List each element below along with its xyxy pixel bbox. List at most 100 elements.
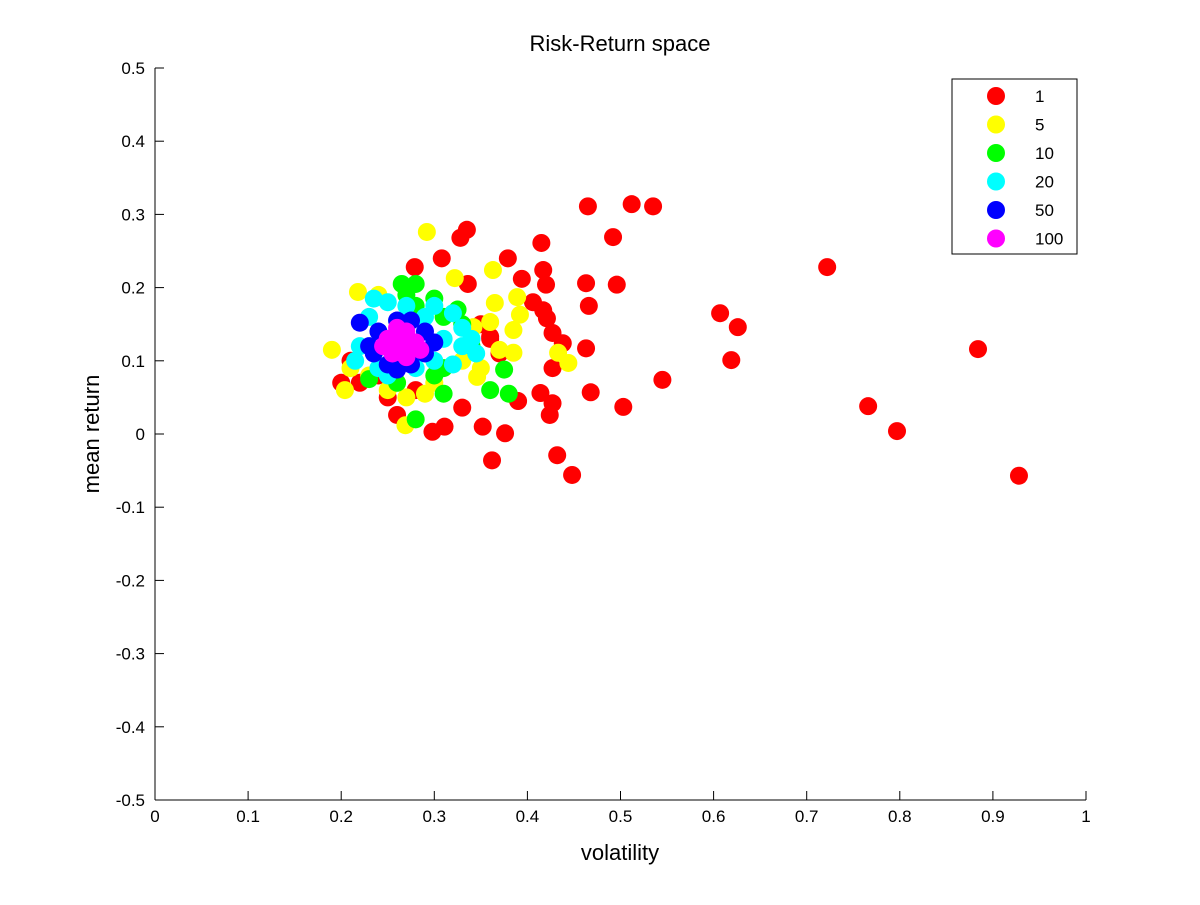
data-point-series-50 [388, 360, 407, 379]
data-point-series-1 [722, 351, 741, 370]
data-point-series-5 [483, 261, 502, 280]
data-point-series-1 [498, 249, 517, 268]
x-tick-label: 0.8 [888, 807, 912, 826]
data-point-series-1 [563, 465, 582, 484]
data-point-series-20 [443, 304, 462, 323]
data-point-series-1 [1009, 466, 1028, 485]
data-point-series-1 [614, 397, 633, 416]
y-tick-label: 0.4 [121, 132, 145, 151]
y-tick-label: -0.1 [116, 498, 145, 517]
data-point-series-10 [495, 360, 514, 379]
data-point-series-20 [364, 289, 383, 308]
data-point-series-5 [481, 313, 500, 332]
legend-label: 5 [1035, 116, 1044, 135]
data-point-series-5 [322, 340, 341, 359]
y-tick-label: 0.1 [121, 352, 145, 371]
y-tick-label: -0.3 [116, 645, 145, 664]
x-tick-label: 0.3 [422, 807, 446, 826]
data-point-series-1 [453, 398, 472, 417]
y-tick-label: -0.5 [116, 791, 145, 810]
data-points [322, 195, 1028, 485]
data-point-series-1 [604, 228, 623, 247]
data-point-series-1 [622, 195, 641, 214]
axes: 0 0.1 0.2 0.3 0.4 0.5 0.6 0.7 0.8 0.9 1 0.5 0.4 0.3 0.… [116, 59, 1091, 826]
legend-label: 10 [1035, 144, 1054, 163]
legend-marker-1 [987, 87, 1005, 105]
data-point-series-5 [445, 269, 464, 288]
y-tick-label: 0 [136, 425, 145, 444]
data-point-series-5 [559, 353, 578, 372]
data-point-series-50 [360, 337, 379, 356]
legend-label: 50 [1035, 201, 1054, 220]
legend-box [951, 78, 1078, 255]
data-point-series-20 [378, 293, 397, 312]
data-point-series-20 [467, 344, 486, 363]
legend-label: 1 [1035, 87, 1044, 106]
data-point-series-1 [483, 451, 502, 470]
data-point-series-1 [577, 274, 596, 293]
x-tick-label: 0.6 [702, 807, 726, 826]
data-point-series-1 [653, 370, 672, 389]
data-point-series-5 [471, 359, 490, 378]
y-tick-label: 0.5 [121, 59, 145, 78]
data-point-series-1 [432, 249, 451, 268]
data-point-series-100 [397, 348, 416, 367]
y-tick-label: -0.4 [116, 718, 145, 737]
data-point-series-1 [435, 417, 454, 436]
data-point-series-20 [443, 355, 462, 374]
legend: 1 5 10 20 50 100 [951, 78, 1078, 255]
data-point-series-1 [451, 228, 470, 247]
data-point-series-1 [728, 318, 747, 337]
x-tick-label: 0.7 [795, 807, 819, 826]
legend-marker-5 [987, 115, 1005, 134]
x-tick-label: 0.2 [329, 807, 353, 826]
x-tick-label: 0 [150, 807, 159, 826]
data-point-series-1 [473, 417, 492, 436]
data-point-series-1 [405, 258, 424, 277]
y-tick-label: 0.2 [121, 279, 145, 298]
data-point-series-1 [818, 258, 837, 277]
x-tick-label: 0.5 [609, 807, 633, 826]
x-tick-label: 0.4 [516, 807, 540, 826]
data-point-series-5 [510, 305, 529, 324]
data-point-series-1 [543, 359, 562, 378]
legend-label: 100 [1035, 230, 1063, 249]
data-point-series-1 [532, 233, 551, 252]
data-point-series-1 [577, 339, 596, 358]
data-point-series-1 [540, 405, 559, 424]
data-point-series-1 [711, 304, 730, 323]
legend-marker-50 [987, 201, 1005, 219]
x-tick-label: 0.1 [236, 807, 260, 826]
y-axis-label: mean return [79, 375, 104, 494]
data-point-series-50 [425, 333, 444, 352]
data-point-series-1 [578, 197, 597, 216]
data-point-series-1 [512, 269, 531, 288]
data-point-series-100 [411, 340, 430, 359]
data-point-series-1 [579, 296, 598, 315]
data-point-series-5 [504, 343, 523, 362]
legend-marker-20 [987, 172, 1005, 191]
chart-title: Risk-Return space [530, 31, 711, 56]
data-point-series-1 [531, 384, 550, 403]
data-point-series-5 [504, 321, 523, 340]
x-tick-label: 1 [1081, 807, 1090, 826]
data-point-series-5 [397, 388, 416, 407]
y-tick-label: -0.2 [116, 571, 145, 590]
data-point-series-5 [490, 340, 509, 359]
data-point-series-1 [534, 261, 553, 280]
data-point-series-5 [508, 288, 527, 307]
data-point-series-1 [537, 275, 556, 294]
data-point-series-10 [434, 384, 453, 403]
data-point-series-10 [499, 384, 518, 403]
data-point-series-100 [374, 337, 393, 356]
data-point-series-20 [346, 351, 365, 370]
data-point-series-1 [969, 340, 988, 359]
data-point-series-1 [644, 197, 663, 216]
data-point-series-1 [859, 397, 878, 416]
data-point-series-1 [607, 275, 626, 294]
legend-marker-10 [987, 144, 1005, 162]
data-point-series-1 [581, 383, 600, 402]
data-point-series-20 [397, 296, 416, 315]
data-point-series-10 [481, 381, 500, 400]
